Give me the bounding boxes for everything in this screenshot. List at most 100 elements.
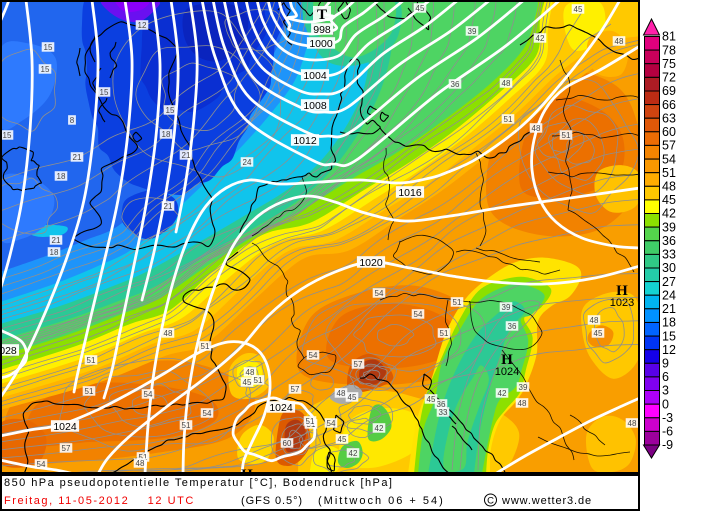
svg-text:30: 30 — [662, 261, 676, 275]
svg-text:24: 24 — [243, 158, 252, 167]
svg-text:998: 998 — [313, 24, 331, 36]
svg-text:21: 21 — [52, 236, 61, 245]
svg-text:54: 54 — [662, 152, 676, 166]
svg-text:51: 51 — [306, 417, 315, 426]
svg-text:www.wetter3.de: www.wetter3.de — [501, 495, 592, 507]
svg-text:1012: 1012 — [293, 135, 317, 147]
svg-text:1024: 1024 — [53, 421, 77, 433]
svg-text:-9: -9 — [662, 438, 673, 452]
svg-text:48: 48 — [590, 316, 599, 325]
svg-text:8: 8 — [70, 116, 75, 125]
svg-text:21: 21 — [73, 153, 82, 162]
svg-text:39: 39 — [662, 220, 676, 234]
svg-text:15: 15 — [662, 329, 676, 343]
svg-text:45: 45 — [338, 435, 347, 444]
svg-text:1023: 1023 — [610, 297, 634, 309]
svg-text:51: 51 — [562, 131, 571, 140]
svg-text:1016: 1016 — [398, 187, 422, 199]
svg-text:45: 45 — [427, 395, 436, 404]
svg-text:45: 45 — [594, 329, 603, 338]
svg-text:78: 78 — [662, 43, 676, 57]
svg-text:42: 42 — [375, 424, 384, 433]
svg-text:39: 39 — [468, 27, 477, 36]
svg-text:54: 54 — [309, 351, 318, 360]
svg-text:81: 81 — [662, 30, 676, 44]
svg-text:48: 48 — [136, 459, 145, 468]
svg-text:15: 15 — [41, 65, 50, 74]
svg-text:18: 18 — [162, 130, 171, 139]
svg-text:51: 51 — [182, 421, 191, 430]
svg-text:54: 54 — [203, 409, 212, 418]
svg-text:42: 42 — [498, 389, 507, 398]
svg-text:54: 54 — [144, 390, 153, 399]
svg-text:54: 54 — [37, 460, 46, 469]
svg-text:36: 36 — [662, 234, 676, 248]
svg-text:1004: 1004 — [303, 70, 327, 82]
svg-text:51: 51 — [504, 115, 513, 124]
svg-text:15: 15 — [44, 43, 53, 52]
svg-text:36: 36 — [451, 80, 460, 89]
svg-text:60: 60 — [662, 125, 676, 139]
svg-text:54: 54 — [414, 310, 423, 319]
svg-text:1024: 1024 — [269, 402, 293, 414]
svg-text:42: 42 — [662, 207, 676, 221]
svg-text:45: 45 — [662, 193, 676, 207]
svg-text:-6: -6 — [662, 425, 673, 439]
svg-text:21: 21 — [164, 202, 173, 211]
svg-text:42: 42 — [349, 449, 358, 458]
svg-text:36: 36 — [437, 400, 446, 409]
svg-text:48: 48 — [246, 368, 255, 377]
svg-text:48: 48 — [662, 180, 676, 194]
svg-text:63: 63 — [662, 111, 676, 125]
svg-text:1024: 1024 — [495, 366, 519, 378]
svg-text:48: 48 — [532, 124, 541, 133]
svg-text:3: 3 — [662, 384, 669, 398]
svg-text:15: 15 — [3, 131, 12, 140]
svg-text:51: 51 — [201, 342, 210, 351]
svg-text:51: 51 — [85, 387, 94, 396]
svg-text:48: 48 — [164, 329, 173, 338]
svg-text:H: H — [241, 467, 253, 483]
svg-text:6: 6 — [662, 370, 669, 384]
svg-text:51: 51 — [139, 453, 148, 462]
svg-text:69: 69 — [662, 84, 676, 98]
svg-text:51: 51 — [254, 376, 263, 385]
svg-text:48: 48 — [337, 389, 346, 398]
svg-text:51: 51 — [453, 298, 462, 307]
svg-text:36: 36 — [508, 322, 517, 331]
svg-text:(GFS 0.5°): (GFS 0.5°) — [241, 495, 303, 507]
svg-text:57: 57 — [662, 139, 676, 153]
svg-text:21: 21 — [182, 151, 191, 160]
svg-text:54: 54 — [327, 419, 336, 428]
svg-text:51: 51 — [440, 329, 449, 338]
svg-text:45: 45 — [416, 4, 425, 13]
svg-text:1008: 1008 — [303, 100, 327, 112]
svg-text:72: 72 — [662, 71, 676, 85]
svg-text:51: 51 — [662, 166, 676, 180]
svg-text:39: 39 — [519, 383, 528, 392]
svg-text:1020: 1020 — [359, 257, 383, 269]
svg-text:57: 57 — [62, 444, 71, 453]
svg-text:48: 48 — [502, 79, 511, 88]
svg-text:39: 39 — [502, 303, 511, 312]
svg-text:18: 18 — [57, 172, 66, 181]
svg-text:12: 12 — [662, 343, 676, 357]
svg-text:45: 45 — [243, 378, 252, 387]
svg-text:C: C — [487, 496, 494, 507]
svg-text:18: 18 — [662, 316, 676, 330]
svg-text:850 hPa pseudopotentielle Temp: 850 hPa pseudopotentielle Temperatur [°C… — [4, 477, 393, 489]
svg-text:60: 60 — [283, 439, 292, 448]
svg-text:H: H — [616, 283, 628, 299]
svg-text:66: 66 — [662, 98, 676, 112]
svg-text:18: 18 — [50, 248, 59, 257]
svg-text:12: 12 — [138, 21, 147, 30]
svg-text:33: 33 — [439, 408, 448, 417]
svg-text:45: 45 — [348, 393, 357, 402]
svg-text:15: 15 — [166, 106, 175, 115]
svg-text:-3: -3 — [662, 411, 673, 425]
svg-text:33: 33 — [662, 248, 676, 262]
svg-text:48: 48 — [628, 419, 637, 428]
svg-text:48: 48 — [518, 399, 527, 408]
svg-text:15: 15 — [100, 88, 109, 97]
svg-text:9: 9 — [662, 357, 669, 371]
